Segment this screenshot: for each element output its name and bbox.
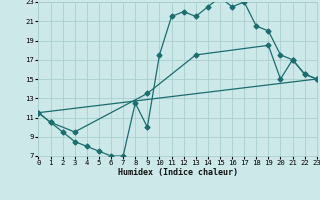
X-axis label: Humidex (Indice chaleur): Humidex (Indice chaleur) — [118, 168, 238, 177]
